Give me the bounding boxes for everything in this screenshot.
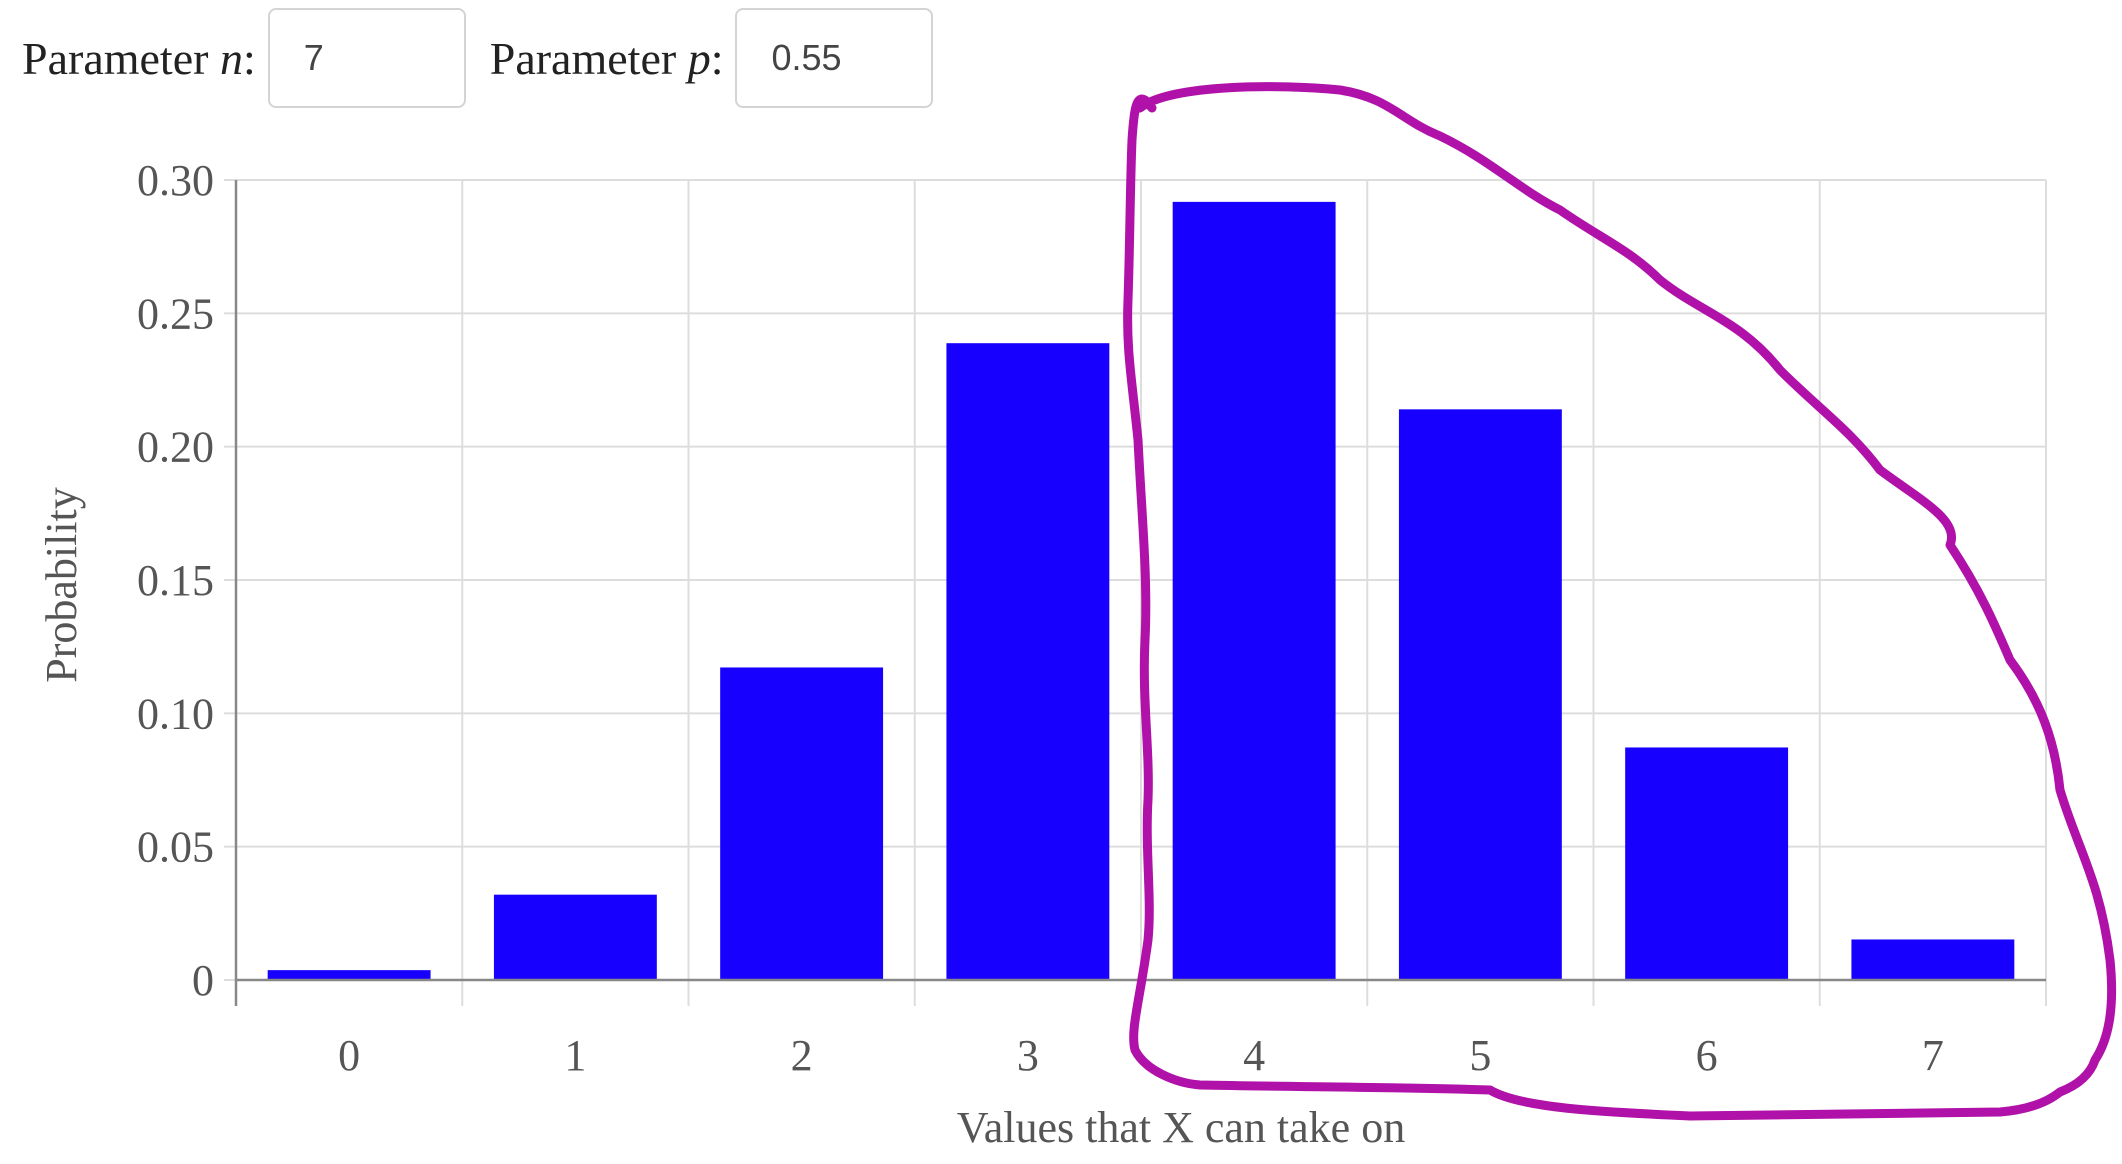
x-axis-title: Values that X can take on [957, 1103, 1405, 1152]
chart-axes: 0 0.05 0.10 0.15 0.20 0.25 0.30 0 1 2 3 4 5 6 7 [137, 156, 2047, 1080]
x-tick-label: 0 [338, 1031, 360, 1080]
x-tick-label: 7 [1922, 1031, 1944, 1080]
y-tick-label: 0.15 [137, 556, 214, 605]
y-axis-title: Probability [37, 487, 86, 683]
x-tick-label: 2 [791, 1031, 813, 1080]
hand-drawn-annotation [1123, 82, 2117, 1121]
y-tick-label: 0.05 [137, 823, 214, 872]
param-p-label: Parameter p: [489, 32, 724, 84]
x-tick-label: 5 [1469, 1031, 1491, 1080]
x-tick-label: 3 [1017, 1031, 1039, 1080]
bar-5 [1398, 409, 1562, 980]
param-n-input[interactable] [267, 8, 466, 108]
y-tick-label: 0.30 [137, 156, 214, 205]
bar-1 [493, 894, 657, 980]
x-tick-label: 6 [1696, 1031, 1718, 1080]
bar-4 [1172, 201, 1336, 980]
y-tick-label: 0.25 [137, 289, 214, 338]
param-p-input[interactable] [735, 8, 934, 108]
bar-6 [1625, 747, 1789, 980]
bar-0 [267, 970, 431, 980]
chart-bars [267, 201, 2015, 980]
bar-3 [946, 343, 1110, 980]
parameter-controls: Parameter n: Parameter p: [22, 8, 934, 108]
y-tick-label: 0.20 [137, 423, 214, 472]
bar-2 [720, 667, 884, 980]
x-tick-label: 1 [564, 1031, 586, 1080]
bar-7 [1851, 939, 2015, 980]
param-n-label: Parameter n: [22, 32, 256, 84]
x-tick-label: 4 [1243, 1031, 1265, 1080]
y-tick-label: 0.10 [137, 689, 214, 738]
y-tick-label: 0 [192, 956, 214, 1005]
